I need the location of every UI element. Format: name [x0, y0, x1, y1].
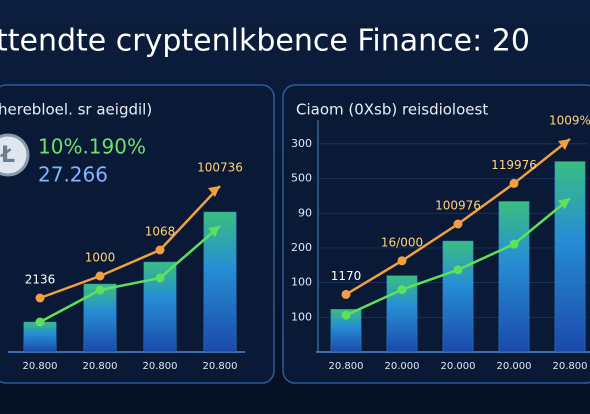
- annotation: 119976: [491, 158, 537, 172]
- x-tick-label: 20.000: [385, 361, 420, 372]
- bar: [203, 211, 237, 353]
- annotation: 2136: [25, 273, 56, 287]
- stat: 27.266: [38, 163, 108, 187]
- y-tick-label: 200: [291, 241, 312, 254]
- annotation: 1000: [85, 251, 116, 265]
- point: [509, 178, 519, 188]
- point: [509, 239, 519, 249]
- line: [39, 185, 221, 300]
- point: [341, 310, 351, 320]
- y-tick-label: 300: [291, 137, 312, 150]
- annotation: 1068: [145, 225, 176, 239]
- x-tick-label: 20.800: [23, 361, 58, 372]
- line: [39, 225, 221, 324]
- annotation: 1170: [331, 269, 362, 283]
- point: [397, 285, 407, 295]
- x-tick-label: 20.800: [329, 361, 364, 372]
- point: [95, 271, 105, 281]
- bar: [442, 240, 474, 353]
- point: [35, 317, 45, 327]
- x-tick-label: 20.800: [143, 361, 178, 372]
- y-tick-label: 100: [291, 310, 312, 323]
- point: [95, 285, 105, 295]
- x-tick-label: 20.800: [83, 361, 118, 372]
- y-tick-label: 100: [291, 276, 312, 289]
- point: [453, 219, 463, 229]
- bar: [23, 321, 57, 353]
- arrow-head: [558, 139, 570, 151]
- bar: [498, 201, 530, 353]
- annotation: 100736: [197, 161, 243, 175]
- y-tick-label: 500: [291, 172, 312, 185]
- point: [397, 256, 407, 266]
- stat: 10%.190%: [38, 135, 146, 159]
- page-title: ttendte cryptenlkbence Finance: 20: [0, 24, 530, 59]
- bar: [554, 161, 586, 353]
- x-tick-label: 20.000: [497, 361, 532, 372]
- point: [155, 245, 165, 255]
- panel: [282, 84, 590, 384]
- x-tick-label: 20.000: [441, 361, 476, 372]
- arrow-head: [208, 186, 220, 197]
- panel-title: herebloel. sr aeigdil): [0, 101, 152, 119]
- panel-title: Ciaom (0Xsb) reisdioloest: [296, 101, 488, 119]
- arrow-head: [558, 198, 570, 210]
- point: [453, 265, 463, 275]
- y-tick-label: 90: [298, 206, 312, 219]
- annotation: 16/000: [381, 235, 423, 249]
- x-tick-label: 20.800: [553, 361, 588, 372]
- coin-letter: Ł: [0, 143, 15, 168]
- annotation: 100976: [435, 199, 481, 213]
- arrow-head: [208, 226, 220, 237]
- annotation: 1009%: [549, 114, 590, 128]
- point: [35, 293, 45, 303]
- point: [155, 273, 165, 283]
- coin-icon: [0, 133, 30, 177]
- x-tick-label: 20.800: [203, 361, 238, 372]
- point: [341, 289, 351, 299]
